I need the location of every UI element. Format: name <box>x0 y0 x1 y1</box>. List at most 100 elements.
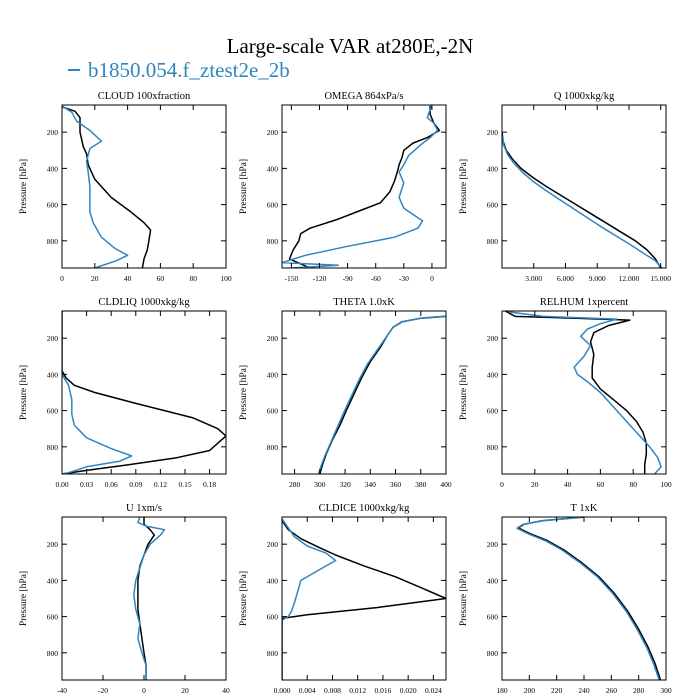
panel-title: T 1xK <box>571 503 598 514</box>
x-tick-label: 0.004 <box>299 686 316 695</box>
series-group <box>317 315 446 474</box>
x-tick-label: 0.12 <box>154 480 167 489</box>
x-tick-label: 380 <box>415 480 427 489</box>
panel-4: CLDLIQ 1000xkg/kg Pressure [hPa] 0.00 0.03 0… <box>19 297 227 489</box>
y-tick-label: 200 <box>267 128 279 137</box>
series-line-blue <box>508 311 662 474</box>
x-tick-label: -20 <box>98 686 108 695</box>
panel-title: THETA 1.0xK <box>333 297 395 308</box>
x-tick-label: -60 <box>371 274 381 283</box>
x-tick-label: 360 <box>390 480 402 489</box>
x-tick-label: 15.000 <box>650 274 671 283</box>
x-tick-label: 200 <box>524 686 536 695</box>
plot-frame <box>281 516 447 681</box>
series-line-black <box>137 517 156 680</box>
y-axis-label: Pressure [hPa] <box>19 571 29 626</box>
y-tick-label: 200 <box>47 334 59 343</box>
y-tick-label: 600 <box>267 407 279 416</box>
panel-title: RELHUM 1xpercent <box>540 297 628 308</box>
plot-frame <box>61 104 227 269</box>
x-tick-label: 100 <box>220 274 232 283</box>
x-tick-label: 0.008 <box>324 686 341 695</box>
y-tick-label: 800 <box>267 649 279 658</box>
panel-7: U 1xm/s Pressure [hPa] -40 -20 0 20 40 200 400 60… <box>19 503 230 695</box>
series-group <box>62 311 226 474</box>
panel-title: CLDLIQ 1000xkg/kg <box>98 297 190 308</box>
y-tick-label: 800 <box>267 237 279 246</box>
plot-frame <box>281 104 447 269</box>
x-tick-label: -30 <box>399 274 409 283</box>
series-line-blue <box>502 135 663 268</box>
y-axis-label: Pressure [hPa] <box>19 365 29 420</box>
x-tick-label: 240 <box>578 686 590 695</box>
x-tick-label: 3.000 <box>525 274 542 283</box>
x-tick-label: 0.09 <box>129 480 142 489</box>
x-tick-label: 300 <box>314 480 326 489</box>
y-tick-label: 400 <box>47 370 59 379</box>
panel-title: CLOUD 100xfraction <box>98 91 191 102</box>
series-group <box>133 517 166 680</box>
series-line-black <box>288 105 441 268</box>
y-tick-label: 200 <box>47 540 59 549</box>
series-group <box>282 518 446 680</box>
panel-6: RELHUM 1xpercent Pressure [hPa] 0 20 40 60 80 1… <box>459 297 672 489</box>
series-line-blue <box>516 517 660 680</box>
series-line-black <box>502 132 662 268</box>
x-tick-label: 60 <box>597 480 605 489</box>
y-tick-label: 800 <box>47 237 59 246</box>
legend: b1850.054.f_ztest2e_2b <box>68 58 290 83</box>
series-line-black <box>504 311 648 474</box>
x-tick-label: 20 <box>91 274 99 283</box>
panel-3: Q 1000xkg/kg Pressure [hPa] 3.000 6.000 9.00… <box>459 91 671 283</box>
x-tick-label: 0.000 <box>274 686 291 695</box>
y-tick-label: 200 <box>47 128 59 137</box>
y-tick-label: 600 <box>487 613 499 622</box>
y-tick-label: 800 <box>47 443 59 452</box>
series-line-blue <box>133 517 166 680</box>
legend-line-icon <box>68 69 80 72</box>
y-tick-label: 600 <box>47 201 59 210</box>
x-tick-label: 400 <box>440 480 452 489</box>
y-tick-label: 400 <box>267 370 279 379</box>
series-group <box>282 105 441 268</box>
plot-frame <box>501 516 667 681</box>
x-tick-label: 0 <box>500 480 504 489</box>
x-tick-label: 340 <box>365 480 377 489</box>
y-axis-label: Pressure [hPa] <box>459 571 469 626</box>
y-tick-label: 600 <box>267 613 279 622</box>
x-tick-label: 300 <box>660 686 672 695</box>
y-tick-label: 400 <box>487 370 499 379</box>
y-tick-label: 400 <box>487 164 499 173</box>
x-tick-label: 20 <box>181 686 189 695</box>
x-tick-label: -150 <box>284 274 298 283</box>
series-line-blue <box>282 105 439 268</box>
chart-title: Large-scale VAR at280E,-2N <box>226 34 474 58</box>
y-axis-label: Pressure [hPa] <box>459 159 469 214</box>
y-tick-label: 800 <box>487 443 499 452</box>
y-tick-label: 600 <box>267 201 279 210</box>
y-tick-label: 800 <box>267 443 279 452</box>
x-tick-label: 40 <box>564 480 572 489</box>
x-tick-label: 180 <box>496 686 508 695</box>
x-tick-label: 280 <box>289 480 301 489</box>
panel-8: CLDICE 1000xkg/kg Pressure [hPa] 0.000 0.00… <box>239 503 447 695</box>
x-tick-label: 40 <box>222 686 230 695</box>
plot-frame <box>61 310 227 475</box>
y-axis-label: Pressure [hPa] <box>459 365 469 420</box>
plot-frame <box>501 104 667 269</box>
y-tick-label: 200 <box>487 540 499 549</box>
x-tick-label: 20 <box>531 480 539 489</box>
y-tick-label: 400 <box>487 576 499 585</box>
x-tick-label: 280 <box>633 686 645 695</box>
x-tick-label: -120 <box>313 274 327 283</box>
y-tick-label: 800 <box>487 237 499 246</box>
y-tick-label: 200 <box>487 334 499 343</box>
y-axis-label: Pressure [hPa] <box>239 571 249 626</box>
x-tick-label: 0.012 <box>349 686 366 695</box>
series-line-blue <box>62 311 133 474</box>
series-group <box>504 311 662 474</box>
series-line-black <box>62 106 152 268</box>
x-tick-label: 0.024 <box>425 686 442 695</box>
y-tick-label: 400 <box>267 576 279 585</box>
